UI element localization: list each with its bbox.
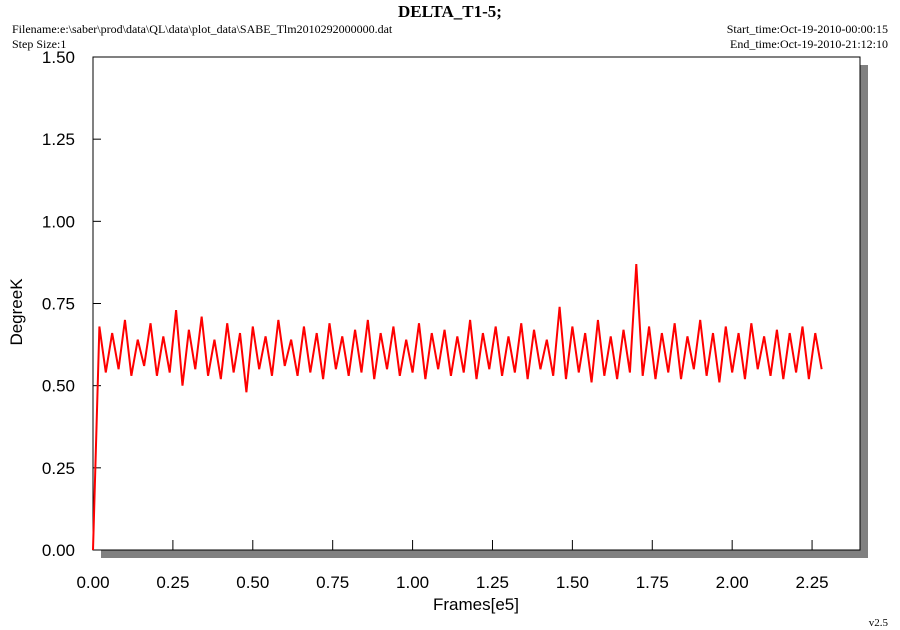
x-tick-label: 0.75	[316, 573, 349, 592]
end-time: End_time:Oct-19-2010-21:12:10	[730, 37, 888, 51]
filename: Filename:e:\saber\prod\data\QL\data\plot…	[12, 22, 393, 36]
y-tick-label: 0.75	[42, 295, 75, 314]
y-tick-label: 0.25	[42, 459, 75, 478]
start-time: Start_time:Oct-19-2010-00:00:15	[727, 22, 888, 36]
x-tick-label: 0.25	[156, 573, 189, 592]
x-tick-label: 0.50	[236, 573, 269, 592]
x-tick-label: 2.25	[796, 573, 829, 592]
y-tick-label: 0.00	[42, 541, 75, 560]
x-axis-label: Frames[e5]	[433, 595, 519, 614]
x-tick-label: 1.25	[476, 573, 509, 592]
data-line	[92, 264, 823, 551]
x-tick-label: 1.00	[396, 573, 429, 592]
x-tick-label: 1.75	[636, 573, 669, 592]
y-tick-label: 1.00	[42, 212, 75, 231]
version: v2.5	[869, 617, 889, 629]
x-tick-label: 2.00	[716, 573, 749, 592]
x-tick-label: 0.00	[76, 573, 109, 592]
y-tick-label: 0.50	[42, 377, 75, 396]
y-axis-label: DegreeK	[7, 278, 26, 346]
step-size: Step Size:1	[12, 37, 66, 51]
y-tick-label: 1.50	[42, 48, 75, 67]
y-tick-label: 1.25	[42, 130, 75, 149]
plot-area	[92, 56, 861, 551]
x-tick-label: 1.50	[556, 573, 589, 592]
chart-title: DELTA_T1-5;	[398, 2, 502, 21]
